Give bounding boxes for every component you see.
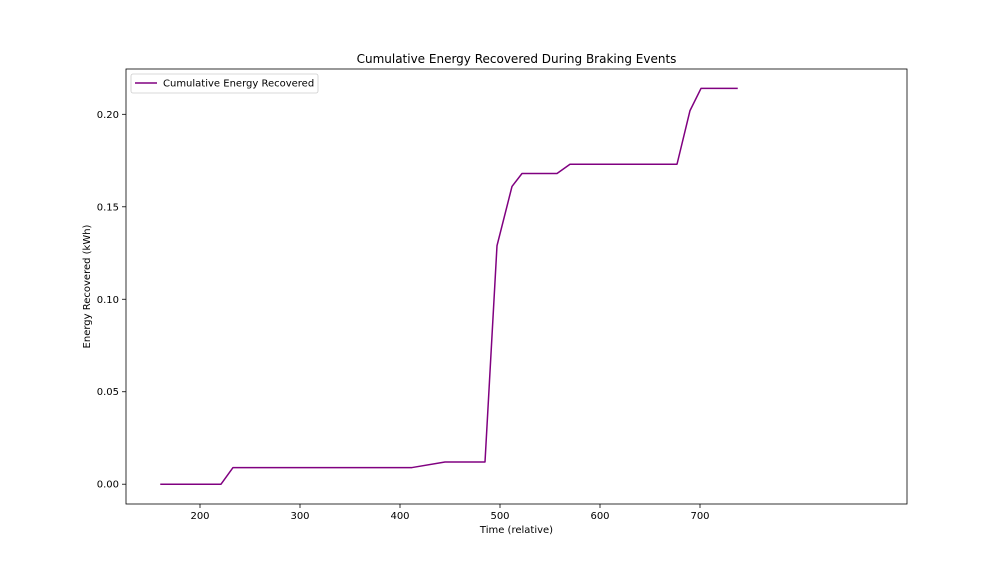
plot-frame [125, 68, 908, 505]
legend-label: Cumulative Energy Recovered [163, 79, 314, 90]
x-axis-label: Time (relative) [479, 525, 553, 536]
x-tick-label: 400 [390, 511, 409, 522]
y-axis-ticks: 0.00 0.05 0.10 0.15 0.20 [97, 110, 126, 491]
x-tick-label: 200 [190, 511, 209, 522]
chart-title: Cumulative Energy Recovered During Braki… [357, 52, 677, 66]
legend: Cumulative Energy Recovered [130, 73, 319, 94]
y-axis-label: Energy Recovered (kWh) [82, 224, 93, 348]
x-tick-label: 300 [290, 511, 309, 522]
y-tick-label: 0.05 [97, 387, 119, 398]
plot-area [126, 69, 907, 504]
series-line [160, 87, 738, 485]
series-group [160, 87, 738, 485]
y-tick-label: 0.00 [97, 480, 119, 491]
x-tick-label: 700 [690, 511, 709, 522]
y-tick-label: 0.20 [97, 110, 119, 121]
y-tick-label: 0.15 [97, 202, 119, 213]
x-axis-ticks: 200 300 400 500 600 700 [190, 504, 710, 522]
y-tick-label: 0.10 [97, 295, 119, 306]
x-tick-label: 600 [590, 511, 609, 522]
x-tick-label: 500 [490, 511, 509, 522]
legend-box [130, 73, 319, 94]
